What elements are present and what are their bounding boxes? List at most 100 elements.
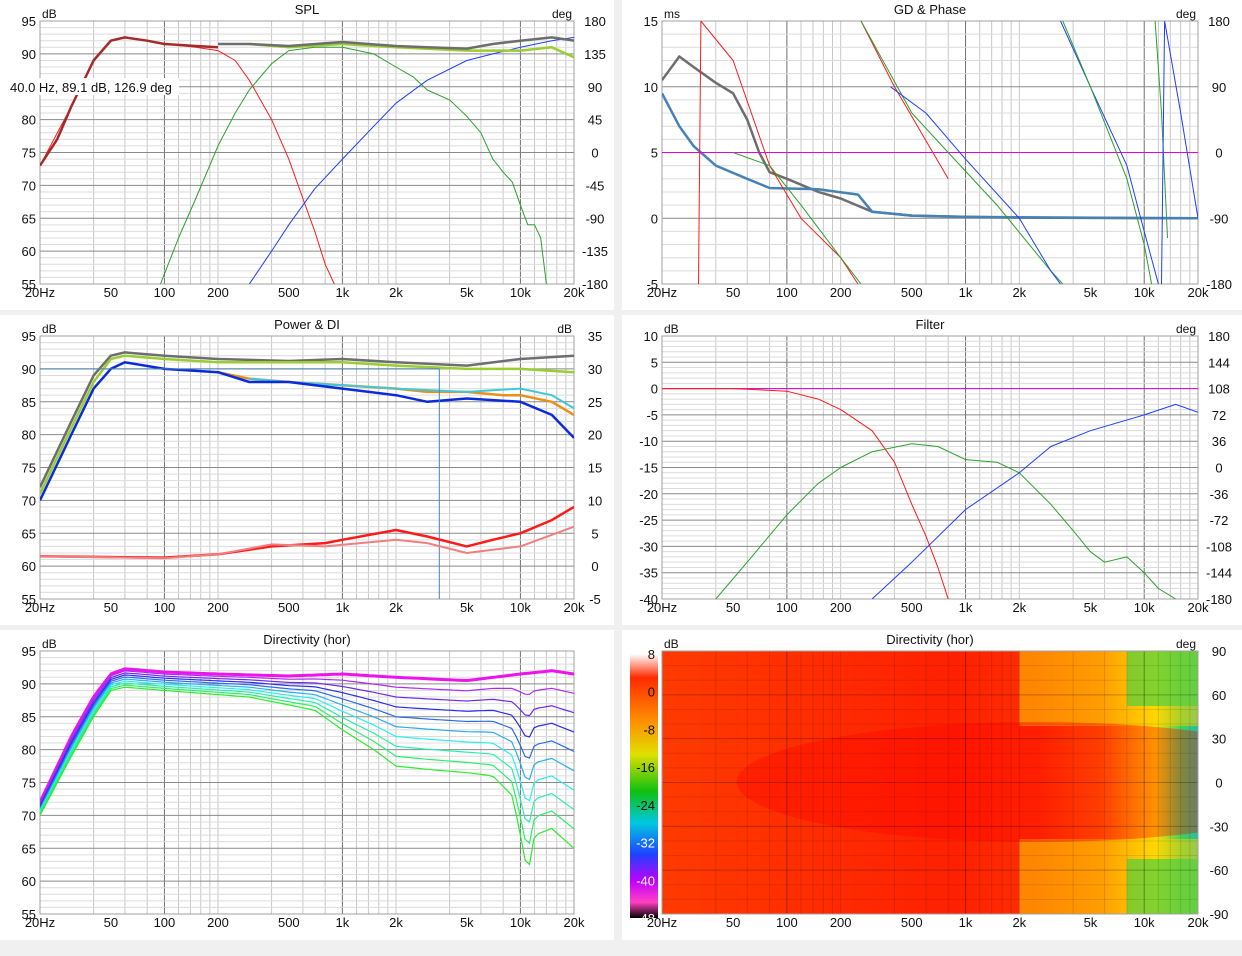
y2-tick-label: -144 <box>1206 566 1232 581</box>
filter-chart[interactable]: 20Hz 50 100 200 500 1k 2k 5k 10k 20k-40-35-30-25-… <box>622 315 1242 625</box>
directivity-curve-9 <box>40 667 574 803</box>
directivity-curve-5 <box>40 676 574 809</box>
panel-filter: 20Hz 50 100 200 500 1k 2k 5k 10k 20k -40 -35 -30 -25-… <box>622 315 1242 625</box>
y-tick-label: 85 <box>22 710 36 725</box>
series-line-10 <box>1154 21 1168 239</box>
heatmap-core <box>736 722 1198 842</box>
series-line-4 <box>218 36 574 50</box>
y-tick-label: 60 <box>22 874 36 889</box>
y2-tick-label: 0 <box>1215 461 1222 476</box>
y-tick-label: 0 <box>651 382 658 397</box>
series-line-5 <box>40 36 219 167</box>
y-tick-label: 70 <box>22 808 36 823</box>
x-tick-label: 20k <box>1188 915 1209 930</box>
right-unit: deg <box>1176 7 1196 21</box>
panel-directivity-map: 8 0 -8 -16 -24 -32 -40 -48 20Hz 50 100 200 500 1k 2k 5k… <box>622 630 1242 940</box>
x-tick-label: 1k <box>959 285 973 300</box>
x-tick-label: 10k <box>510 915 531 930</box>
series-line-11 <box>1161 21 1198 284</box>
plot-frame <box>661 650 1199 915</box>
y2-tick-label: 5 <box>591 526 598 541</box>
y2-tick-label: 180 <box>1208 329 1230 344</box>
directivity-curves-chart[interactable]: 20Hz 50 100 200 500 1k 2k 5k 10k 20k 55 60 65 70 75 80 8… <box>0 630 614 940</box>
series-line-4 <box>860 21 949 180</box>
y-tick-label: 0 <box>651 211 658 226</box>
y2-tick-label: 90 <box>1212 80 1226 95</box>
y-tick-label: 55 <box>22 592 36 607</box>
y-tick-label: 90 <box>22 677 36 692</box>
y2-tick-label: -72 <box>1210 513 1229 528</box>
spl-chart[interactable]: 20Hz501002005001k2k5k10k20k5560657075808… <box>0 0 614 310</box>
y-tick-label: -5 <box>646 277 658 292</box>
color-scale-label: 8 <box>648 647 655 662</box>
cursor-readout: 40.0 Hz, 89.1 dB, 126.9 deg <box>10 80 172 95</box>
readout-bg <box>9 78 179 95</box>
y-tick-label: 90 <box>22 47 36 62</box>
y-tick-label: 80 <box>22 428 36 443</box>
y-tick-label: 95 <box>22 644 36 659</box>
x-tick-label: 100 <box>776 285 798 300</box>
x-tick-label: 10k <box>510 600 531 615</box>
y-tick-label: 60 <box>22 559 36 574</box>
y2-tick-label: 72 <box>1212 408 1226 423</box>
gd-phase-chart[interactable]: 20Hz 50 100 200 500 1k 2k 5k 10k 20k -5 0 5 10 15 -180 -… <box>622 0 1242 310</box>
y2-tick-label: -30 <box>1210 819 1229 834</box>
x-tick-label: 10k <box>510 285 531 300</box>
series-line-1 <box>662 92 1198 220</box>
directivity-curve-7 <box>40 672 574 806</box>
y2-tick-label: 30 <box>588 362 602 377</box>
y-tick-label: 85 <box>22 395 36 410</box>
y-tick-label: 95 <box>22 329 36 344</box>
directivity-curve-2 <box>40 682 574 823</box>
y2-tick-label: -60 <box>1210 863 1229 878</box>
y-tick-label: 5 <box>651 146 658 161</box>
x-tick-label: 20k <box>564 915 585 930</box>
y2-tick-label: 15 <box>588 461 602 476</box>
x-tick-label: 1k <box>336 285 350 300</box>
series-line-3 <box>249 42 574 59</box>
x-tick-label: 10k <box>1134 285 1155 300</box>
y-tick-label: 10 <box>644 329 658 344</box>
x-tick-label: 20k <box>1188 600 1209 615</box>
x-tick-label: 20Hz <box>647 600 677 615</box>
y2-tick-label: 0 <box>591 559 598 574</box>
x-tick-label: 1k <box>959 600 973 615</box>
y2-tick-label: -45 <box>586 178 605 193</box>
y2-tick-label: 45 <box>588 113 602 128</box>
x-tick-label: 50 <box>726 915 740 930</box>
y2-tick-label: -5 <box>589 592 601 607</box>
directivity-curve-4 <box>40 678 574 810</box>
heatmap-edge-top2 <box>1126 651 1198 706</box>
left-unit: dB <box>42 637 57 651</box>
directivity-curve-6 <box>40 674 574 807</box>
x-tick-label: 500 <box>278 285 300 300</box>
x-tick-label: 2k <box>389 915 403 930</box>
x-tick-label: 2k <box>389 600 403 615</box>
y-tick-label: 70 <box>22 493 36 508</box>
series-line-3 <box>871 403 1198 599</box>
chart-title: SPL <box>295 2 320 17</box>
series-line-1 <box>662 388 949 599</box>
power-di-chart[interactable]: 20Hz 50 100 200 500 1k 2k 5k 10k 20k5560657075808… <box>0 315 614 625</box>
series-group <box>662 388 1198 599</box>
color-scale-label: -32 <box>636 836 655 851</box>
x-tick-label: 20k <box>1188 285 1209 300</box>
chart-title: Directivity (hor) <box>886 632 973 647</box>
panel-gd-phase: 20Hz 50 100 200 500 1k 2k 5k 10k 20k -5 0 5 10 15 -180 -… <box>622 0 1242 310</box>
y2-tick-label: 144 <box>1208 355 1230 370</box>
color-scale-label: -8 <box>643 722 655 737</box>
y-tick-label: 90 <box>22 362 36 377</box>
y-tick-label: 55 <box>22 907 36 922</box>
x-tick-label: 100 <box>154 600 176 615</box>
x-tick-label: 20Hz <box>647 285 677 300</box>
y-tick-label: -30 <box>639 539 658 554</box>
x-tick-label: 200 <box>830 915 852 930</box>
y2-tick-label: 30 <box>1212 732 1226 747</box>
y2-tick-label: 135 <box>584 47 606 62</box>
x-tick-label: 200 <box>207 915 229 930</box>
right-unit: deg <box>552 7 572 21</box>
left-unit: dB <box>42 322 57 336</box>
x-tick-label: 2k <box>1012 600 1026 615</box>
panel-spl: 20Hz501002005001k2k5k10k20k5560657075808… <box>0 0 614 310</box>
